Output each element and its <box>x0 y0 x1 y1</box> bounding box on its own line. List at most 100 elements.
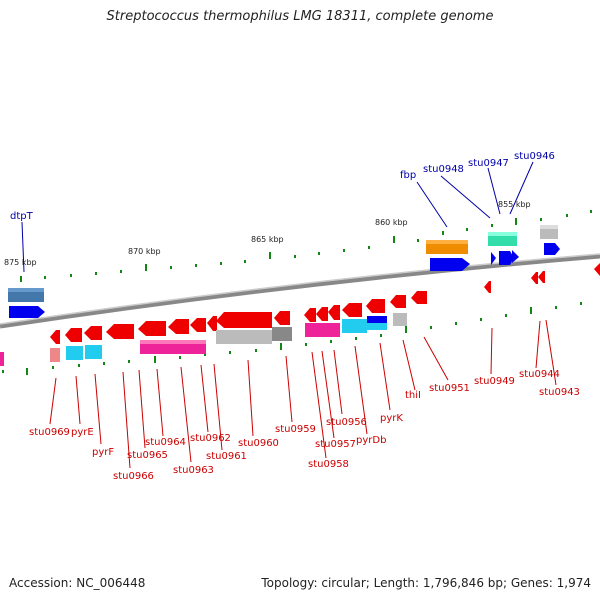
top-leader-lines <box>21 161 534 273</box>
gene-stu0943[interactable] <box>538 271 545 283</box>
leader-stu0957 <box>321 350 335 439</box>
gene-stu0960[interactable] <box>216 312 272 328</box>
gene-stu0962[interactable] <box>190 318 206 332</box>
tick-major <box>530 307 532 314</box>
label-stu0961[interactable]: stu0961 <box>206 451 247 462</box>
leader-stu0947 <box>487 167 501 215</box>
gene-stu0961[interactable] <box>207 316 217 331</box>
label-stu0965[interactable]: stu0965 <box>127 450 168 461</box>
leader-stu0961 <box>213 363 223 451</box>
gene-forward-small[interactable] <box>544 243 560 255</box>
gene-stu0944[interactable] <box>531 272 538 284</box>
backbone-highlight <box>0 253 600 325</box>
gene-stu0959[interactable] <box>274 311 290 325</box>
gene-stu0963[interactable] <box>168 319 189 334</box>
gene-block-cyan-3[interactable] <box>342 319 367 333</box>
label-stu0969[interactable]: stu0969 <box>29 427 70 438</box>
gene-block-pink[interactable] <box>50 348 60 362</box>
label-stu0949[interactable]: stu0949 <box>474 376 515 387</box>
gene-stu0964[interactable] <box>138 321 166 336</box>
gene-stu0947[interactable] <box>499 251 514 265</box>
tick <box>455 322 457 325</box>
label-thiI[interactable]: thiI <box>405 390 421 401</box>
leader-stu0946 <box>509 161 534 215</box>
kbp-label-860: 860 kbp <box>375 218 408 227</box>
kbp-label-865: 865 kbp <box>251 235 284 244</box>
label-stu0963[interactable]: stu0963 <box>173 465 214 476</box>
gene-stu0951[interactable] <box>411 291 427 304</box>
gene-stu0946[interactable] <box>512 250 519 263</box>
label-pyrK[interactable]: pyrK <box>380 413 403 424</box>
label-pyrF[interactable]: pyrF <box>92 447 114 458</box>
gene-stu0957[interactable] <box>316 307 328 321</box>
gene-dtpT[interactable] <box>9 306 45 318</box>
tick-major <box>515 218 517 225</box>
gene-pyrK[interactable] <box>366 299 385 313</box>
label-stu0964[interactable]: stu0964 <box>145 437 186 448</box>
gene-block-grey-1[interactable] <box>216 330 272 344</box>
gene-block-cyan-4[interactable] <box>367 323 387 330</box>
upper-tick-row <box>20 210 592 282</box>
gene-pyrDb[interactable] <box>342 303 362 317</box>
tick <box>380 334 382 337</box>
gene-pyrE[interactable] <box>65 328 82 342</box>
leader-pyrE <box>75 375 81 425</box>
tick-major <box>393 236 395 243</box>
label-pyrE[interactable]: pyrE <box>71 427 94 438</box>
label-fbp[interactable]: fbp <box>400 170 416 181</box>
gene-stu0958[interactable] <box>304 308 316 322</box>
gene-stu0966[interactable] <box>106 324 134 339</box>
tick <box>244 260 246 263</box>
label-stu0957[interactable]: stu0957 <box>315 439 356 450</box>
gene-block-cyan-2[interactable] <box>85 345 102 359</box>
gene-pyrF[interactable] <box>84 326 102 340</box>
gene-stu0949[interactable] <box>484 281 491 293</box>
tick <box>442 231 444 235</box>
lower-tick-row <box>2 302 582 375</box>
gene-block-blue-1[interactable] <box>367 316 387 323</box>
tick <box>343 249 345 252</box>
gene-block-grey-2[interactable] <box>393 313 407 326</box>
gene-block-magenta-edge[interactable] <box>0 352 4 366</box>
gene-reverse-edge[interactable] <box>594 263 600 276</box>
label-stu0966[interactable]: stu0966 <box>113 471 154 482</box>
label-stu0962[interactable]: stu0962 <box>190 433 231 444</box>
tick <box>505 314 507 317</box>
label-stu0947[interactable]: stu0947 <box>468 158 509 169</box>
tick <box>330 340 332 343</box>
gene-stu0969[interactable] <box>50 330 60 344</box>
forward-genes <box>8 225 560 318</box>
label-stu0948[interactable]: stu0948 <box>423 164 464 175</box>
leader-stu0966 <box>122 371 131 469</box>
label-stu0951[interactable]: stu0951 <box>429 383 470 394</box>
label-stu0946[interactable]: stu0946 <box>514 151 555 162</box>
tick <box>2 370 4 373</box>
tick <box>229 351 231 354</box>
gene-block-cyan-1[interactable] <box>66 346 83 360</box>
gene-stu0956[interactable] <box>328 305 340 320</box>
gene-fbp[interactable] <box>430 258 470 271</box>
leader-stu0960 <box>247 359 254 437</box>
map-title: Streptococcus thermophilus LMG 18311, co… <box>106 9 494 24</box>
label-stu0956[interactable]: stu0956 <box>326 417 367 428</box>
backbone-arc <box>0 253 600 329</box>
lower-blocks <box>0 313 407 366</box>
gene-block-darkgrey-1[interactable] <box>272 327 292 341</box>
tick <box>52 366 54 369</box>
bottom-leader-lines <box>49 319 557 469</box>
label-stu0943[interactable]: stu0943 <box>539 387 580 398</box>
tick <box>555 306 557 309</box>
label-stu0958[interactable]: stu0958 <box>308 459 349 470</box>
label-pyrDb[interactable]: pyrDb <box>356 435 386 446</box>
label-stu0944[interactable]: stu0944 <box>519 369 560 380</box>
leader-fbp <box>416 181 448 228</box>
gene-block-magenta-2[interactable] <box>305 323 340 337</box>
leader-stu0963 <box>180 366 192 463</box>
gene-thiI[interactable] <box>390 295 406 308</box>
label-stu0960[interactable]: stu0960 <box>238 438 279 449</box>
label-stu0959[interactable]: stu0959 <box>275 424 316 435</box>
tick <box>78 364 80 367</box>
label-dtpT[interactable]: dtpT <box>10 211 34 222</box>
gene-stu0948[interactable] <box>491 252 496 265</box>
